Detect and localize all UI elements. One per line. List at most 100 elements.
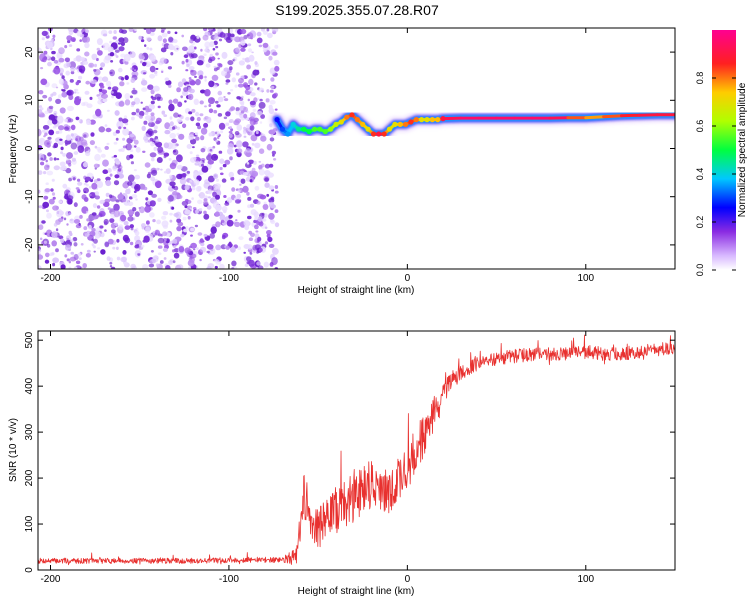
spectrogram-noise-cell [158, 238, 165, 244]
spectrogram-noise-cell [95, 109, 101, 117]
spectrogram-noise-cell [37, 190, 41, 194]
spectrogram-noise-cell [260, 195, 267, 200]
spectrogram-noise-cell [87, 250, 91, 253]
spectrogram-noise-cell [253, 109, 257, 112]
spectrogram-noise-cell [158, 245, 163, 248]
spectrogram-noise-cell [119, 81, 124, 86]
spectrogram-noise-cell [132, 207, 136, 211]
spectrogram-trace-point [387, 127, 392, 132]
spectrogram-noise-cell [265, 241, 268, 244]
spectrogram-noise-cell [203, 53, 206, 56]
spectrogram-noise-cell [189, 66, 195, 70]
spectrogram-noise-cell [81, 243, 84, 246]
spectrogram-noise-cell [47, 62, 52, 67]
spectrogram-noise-cell [104, 242, 109, 248]
spectrogram-noise-cell [49, 106, 53, 109]
spectrogram-noise-cell [143, 240, 147, 243]
spectrogram-noise-cell [86, 211, 89, 214]
spectrogram-noise-cell [102, 160, 109, 167]
spectrogram-noise-cell [124, 237, 130, 243]
spectrogram-noise-cell [257, 38, 263, 44]
spectrogram-noise-cell [52, 192, 55, 196]
spectrogram-noise-cell [170, 241, 174, 245]
spectrogram-noise-cell [174, 253, 180, 259]
spectrogram-noise-cell [235, 199, 241, 204]
spectrogram-noise-cell [194, 47, 197, 50]
spectrogram-noise-cell [254, 82, 257, 85]
spectrogram-noise-cell [168, 260, 173, 265]
spectrogram-noise-cell [61, 92, 67, 98]
spectrogram-noise-cell [78, 145, 85, 153]
snr-y-axis-label: SNR (10 * v/v) [8, 418, 19, 482]
spectrogram-noise-cell [53, 145, 57, 148]
spectrogram-noise-cell [56, 87, 58, 89]
spectrogram-noise-cell [89, 220, 92, 222]
spectrogram-noise-cell [150, 152, 157, 157]
colorbar-tick-label: 0.6 [695, 120, 705, 133]
spectrogram-noise-cell [204, 76, 207, 79]
spectrogram-noise-cell [248, 43, 252, 46]
spectrogram-noise-cell [79, 257, 82, 260]
spectrogram-noise-cell [227, 60, 233, 65]
spectrogram-noise-cell [149, 259, 156, 264]
spectrogram-noise-cell [64, 254, 67, 257]
spectrogram-noise-cell [43, 125, 49, 130]
spectrogram-noise-cell [109, 262, 112, 265]
spectrogram-noise-cell [181, 35, 184, 38]
spectrogram-noise-cell [82, 263, 87, 268]
spectrogram-noise-cell [66, 90, 72, 95]
spectrogram-noise-cell [73, 177, 76, 180]
spectrogram-noise-cell [184, 54, 189, 58]
spectrogram-noise-cell [188, 134, 194, 140]
spectrogram-noise-cell [223, 195, 226, 198]
spectrogram-noise-cell [42, 95, 47, 99]
spectrogram-noise-cell [275, 109, 278, 111]
spectrogram-noise-cell [219, 123, 225, 130]
spectrogram-noise-cell [79, 39, 82, 42]
spectrogram-noise-cell [160, 58, 167, 64]
spectrogram-noise-cell [131, 117, 135, 121]
spectrogram-noise-cell [201, 148, 206, 152]
spectrogram-noise-cell [51, 252, 54, 255]
spectrogram-noise-cell [168, 195, 174, 202]
spectrogram-noise-cell [172, 191, 178, 195]
spectrogram-noise-cell [39, 53, 46, 61]
spectrogram-noise-cell [77, 189, 80, 193]
spectrogram-noise-cell [188, 260, 195, 267]
spectrogram-noise-cell [76, 224, 82, 228]
spectrogram-noise-cell [209, 109, 213, 114]
spectrogram-noise-cell [185, 117, 190, 121]
spectrogram-noise-cell [203, 123, 208, 128]
spectrogram-noise-cell [107, 168, 111, 173]
spectrogram-noise-cell [259, 169, 265, 176]
spectrogram-noise-cell [145, 162, 151, 167]
spectrogram-noise-cell [213, 201, 219, 208]
spectrogram-noise-cell [69, 233, 72, 237]
spectrogram-noise-cell [170, 220, 173, 223]
spectrogram-noise-cell [136, 244, 139, 246]
spectrogram-noise-cell [58, 58, 64, 63]
spectrogram-noise-cell [145, 197, 148, 200]
spectrogram-noise-cell [101, 94, 108, 99]
spectrogram-noise-cell [104, 221, 108, 225]
spectrogram-noise-cell [110, 60, 113, 63]
spectrogram-noise-cell [155, 230, 160, 236]
spectrogram-noise-cell [204, 91, 208, 94]
spectrogram-noise-cell [65, 143, 68, 146]
spectrogram-noise-cell [108, 30, 112, 34]
spectrogram-noise-cell [122, 138, 125, 141]
spectrogram-noise-cell [64, 45, 67, 48]
spectrogram-noise-cell [170, 116, 173, 119]
spectrogram-noise-cell [126, 82, 129, 84]
spectrogram-noise-cell [76, 48, 80, 51]
colorbar-tick-label: 0.4 [695, 168, 705, 181]
spectrogram-noise-cell [229, 119, 234, 123]
spectrogram-noise-cell [236, 96, 241, 99]
spectrogram-noise-cell [138, 36, 141, 40]
spectrogram-noise-cell [70, 67, 75, 72]
spectrogram-noise-cell [201, 128, 207, 135]
spectrogram-noise-cell [78, 76, 82, 80]
spectrogram-noise-cell [173, 112, 179, 117]
spectrogram-noise-cell [199, 208, 203, 211]
